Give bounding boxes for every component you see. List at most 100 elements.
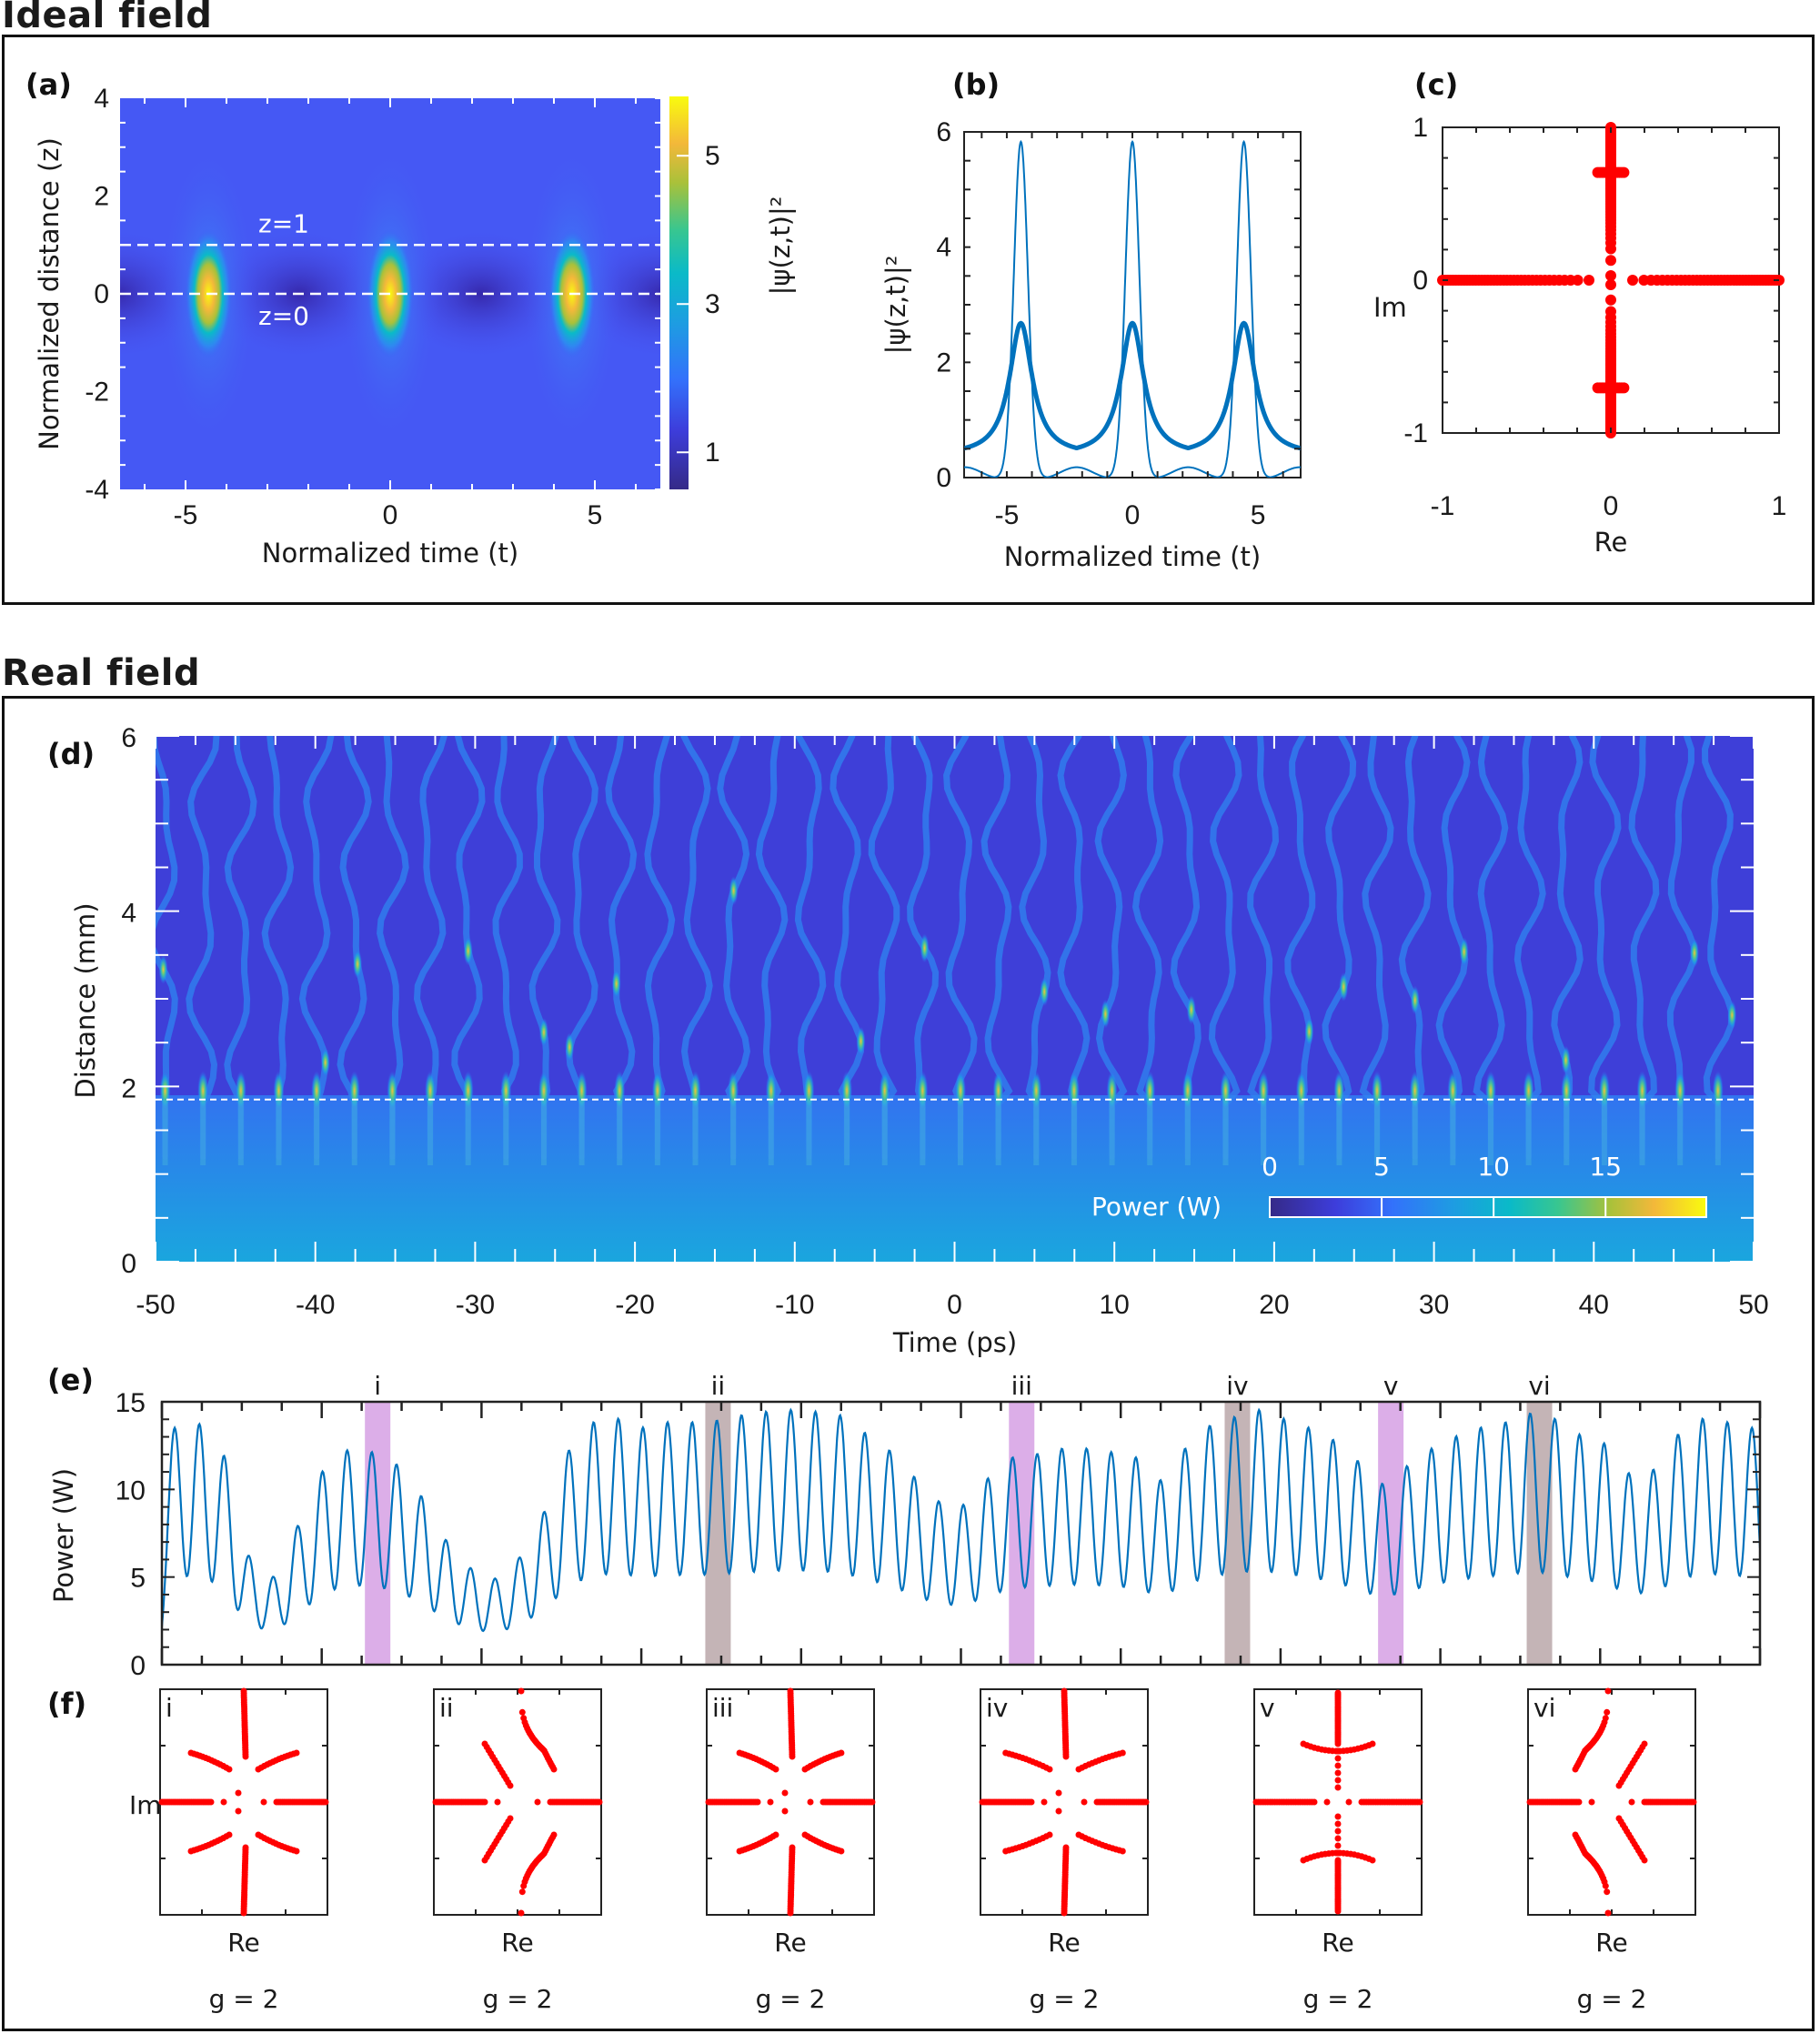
spectrum-point <box>1334 1813 1342 1820</box>
spectrum-point <box>481 1857 488 1864</box>
spectrum-point <box>1690 1798 1697 1806</box>
subplot-label-v: v <box>1260 1693 1275 1723</box>
modulation-stripe <box>768 1099 774 1166</box>
spectrum-point <box>1334 1740 1342 1747</box>
spectrum-point <box>736 1848 743 1855</box>
modulation-stripe <box>351 1099 357 1166</box>
subplot-iv: iv Re g = 2 <box>979 1687 1150 2014</box>
breather-trajectory <box>224 736 257 1160</box>
breather-peak <box>1295 1071 1307 1112</box>
x-tick-label-d: 40 <box>1579 1290 1609 1320</box>
spectrum-point <box>1334 1747 1342 1755</box>
spectrum-point <box>293 1749 300 1757</box>
breather-peak <box>159 1071 171 1112</box>
y-tick-label-e: 5 <box>130 1564 146 1594</box>
breather-peak <box>1101 999 1111 1029</box>
spectrum-point <box>1605 279 1616 290</box>
panel-label-c: (c) <box>1414 67 1458 102</box>
breather-peak <box>729 876 739 906</box>
highlight-label-i: i <box>374 1371 381 1401</box>
spectrum-point <box>494 1798 501 1806</box>
breather-peak <box>576 1071 588 1112</box>
spectrum-point <box>481 1798 488 1806</box>
modulation-stripe <box>1109 1099 1115 1166</box>
x-tick-label-d: 10 <box>1100 1290 1130 1320</box>
series-line-z=0 <box>964 139 1301 478</box>
breather-peak <box>841 1071 853 1112</box>
x-tick-label-c: 0 <box>1604 491 1619 521</box>
subplot-label-iii: iii <box>712 1693 733 1723</box>
spectrum-point <box>1584 275 1594 286</box>
spectrum-point <box>481 1740 488 1747</box>
highlight-band-v <box>1378 1402 1404 1665</box>
modulation-stripe <box>1639 1099 1645 1166</box>
breather-peak <box>348 1071 360 1112</box>
spectrum-point <box>1369 1857 1376 1864</box>
breather-peak <box>1258 1071 1270 1112</box>
spectrum-point <box>1618 166 1630 178</box>
spectrum-point <box>1588 1798 1595 1806</box>
breather-peak <box>1689 938 1699 968</box>
y-tick-label-a: 4 <box>94 84 109 114</box>
spectrum-point <box>550 1831 558 1838</box>
genus-label-i: g = 2 <box>209 1984 279 2014</box>
spectrum-point <box>1334 1777 1342 1784</box>
panel-label-b: (b) <box>952 67 1000 102</box>
series-line-z=1 <box>964 320 1301 451</box>
x-tick-label-a: -5 <box>174 500 198 530</box>
spectrum-point <box>1604 1909 1612 1917</box>
x-tick-label-c: 1 <box>1772 491 1787 521</box>
spectrum-point <box>1334 1755 1342 1762</box>
breather-peak <box>197 1071 209 1112</box>
breather-peak <box>1712 1071 1724 1112</box>
spectrum-point <box>1323 1798 1331 1806</box>
colorbar-tick-label-a: 3 <box>705 289 720 319</box>
breather-peak <box>1333 1071 1345 1112</box>
spectrum-point <box>322 1798 329 1806</box>
colorbar-tick-label-d: 0 <box>1262 1152 1278 1182</box>
breather-peak <box>1031 1071 1042 1112</box>
y-tick-label-a: 2 <box>94 182 109 212</box>
breather-trajectory <box>1701 736 1735 1160</box>
breather-peak <box>1410 985 1420 1015</box>
x-axis-title-f: Re <box>774 1928 806 1958</box>
modulation-stripe <box>692 1099 699 1166</box>
y-tick-label-d: 6 <box>121 723 136 753</box>
annotation-z0: z=0 <box>258 301 309 331</box>
y-tick-label-b: 6 <box>936 117 951 147</box>
real-field-frame <box>2 696 1815 2031</box>
spectrum-point <box>1119 1848 1126 1855</box>
breather-peak <box>1409 1071 1421 1112</box>
breather-peak <box>1068 1071 1080 1112</box>
breather-peak <box>611 969 621 999</box>
breather-peak <box>1459 937 1469 967</box>
modulation-stripe <box>1601 1099 1607 1166</box>
panel-label-e: (e) <box>47 1363 94 1397</box>
x-tick-label-d: -10 <box>775 1290 814 1320</box>
colorbar-tick-label-a: 1 <box>705 438 720 468</box>
breather-trajectory <box>1359 736 1394 1160</box>
x-tick-label-d: 30 <box>1419 1290 1449 1320</box>
highlight-label-vi: vi <box>1528 1371 1550 1401</box>
highlight-label-ii: ii <box>711 1371 726 1401</box>
spectrum-point <box>242 1753 249 1760</box>
spectrum-point <box>1334 1769 1342 1777</box>
breather-trajectory <box>868 736 900 1160</box>
breather-trajectory <box>1247 736 1280 1160</box>
spectrum-point <box>596 1798 603 1806</box>
spectrum-point <box>1334 1828 1342 1835</box>
x-tick-label-a: 5 <box>588 500 603 530</box>
spectrum-point <box>260 1798 267 1806</box>
modulation-stripe <box>1525 1099 1532 1166</box>
x-axis-title-c: Re <box>1594 527 1628 558</box>
spectrum-point <box>1028 1798 1035 1806</box>
colorbar-d <box>1269 1196 1707 1218</box>
modulation-stripe <box>881 1099 888 1166</box>
subplot-label-ii: ii <box>439 1693 454 1723</box>
spectrum-point <box>518 1708 526 1716</box>
modulation-stripe <box>1374 1099 1381 1166</box>
breather-trajectory <box>1628 736 1660 1160</box>
modulation-stripe <box>1184 1099 1191 1166</box>
x-tick-label-d: -20 <box>615 1290 654 1320</box>
